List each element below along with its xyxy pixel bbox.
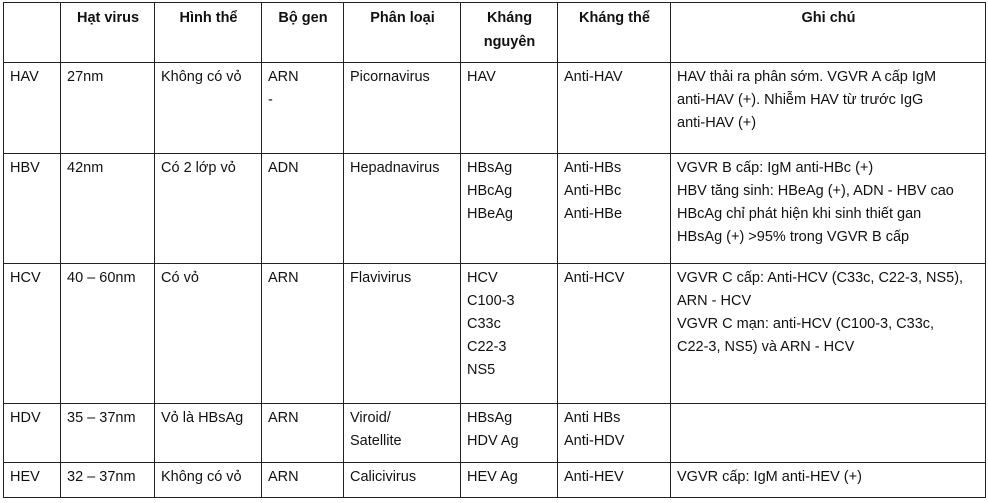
header-cell-genome: Bộ gen: [261, 2, 344, 63]
antigen-line: HEV Ag: [467, 469, 518, 485]
classification-cell: Viroid/ Satellite: [343, 403, 461, 463]
genome-line: ARN: [268, 410, 299, 426]
header-cell-name: [3, 2, 61, 63]
notes-cell: VGVR B cấp: IgM anti-HBc (+) HBV tăng si…: [670, 153, 986, 264]
virus-name-cell: HBV: [3, 153, 61, 264]
antibody-cell: Anti-HBs Anti-HBc Anti-HBe: [557, 153, 671, 264]
classification-cell: Hepadnavirus: [343, 153, 461, 264]
antigen-cell: HAV: [460, 62, 558, 154]
classification-line: Viroid/: [350, 410, 391, 426]
header-cell-antigen: Kháng nguyên: [460, 2, 558, 63]
antigen-line: HDV Ag: [467, 433, 519, 449]
notes-cell: VGVR C cấp: Anti-HCV (C33c, C22-3, NS5),…: [670, 263, 986, 404]
classification-line: Hepadnavirus: [350, 160, 440, 176]
header-cell-classification: Phân loại: [343, 2, 461, 63]
antigen-line: NS5: [467, 362, 496, 378]
header-cell-shape: Hình thể: [154, 2, 262, 63]
note-line: VGVR C mạn: anti-HCV (C100-3, C33c,: [677, 316, 935, 332]
antigen-line: C100-3: [467, 293, 515, 309]
antigen-line: HBeAg: [467, 206, 513, 222]
note-line: anti-HAV (+): [677, 115, 757, 131]
table-row: HCV 40 – 60nm Có vỏ ARN Flavivirus HCV C…: [3, 263, 986, 404]
header-cell-notes: Ghi chú: [670, 2, 986, 63]
note-line: HAV thải ra phân sớm. VGVR A cấp IgM: [677, 69, 937, 85]
note-line: VGVR B cấp: IgM anti-HBc (+): [677, 160, 874, 176]
antigen-line: HBsAg: [467, 160, 513, 176]
classification-line: Calicivirus: [350, 469, 417, 485]
antigen-line: HBcAg: [467, 183, 513, 199]
shape-cell: Có vỏ: [154, 263, 262, 404]
table-row: HEV 32 – 37nm Không có vỏ ARN Caliciviru…: [3, 462, 986, 498]
hepatitis-virus-table: Hạt virus Hình thể Bộ gen Phân loại Khán…: [3, 2, 986, 498]
antigen-line: HAV: [467, 69, 496, 85]
antibody-line: Anti-HEV: [564, 469, 624, 485]
virus-name-cell: HAV: [3, 62, 61, 154]
note-line: HBcAg chỉ phát hiện khi sinh thiết gan: [677, 206, 922, 222]
classification-cell: Picornavirus: [343, 62, 461, 154]
antibody-cell: Anti-HAV: [557, 62, 671, 154]
particle-size-cell: 32 – 37nm: [60, 462, 155, 498]
particle-size-cell: 42nm: [60, 153, 155, 264]
genome-cell: ARN: [261, 462, 344, 498]
classification-line: Picornavirus: [350, 69, 430, 85]
antibody-line: Anti-HBc: [564, 183, 622, 199]
antibody-line: Anti-HCV: [564, 270, 625, 286]
virus-name-cell: HDV: [3, 403, 61, 463]
notes-cell: VGVR cấp: IgM anti-HEV (+): [670, 462, 986, 498]
genome-cell: ARN: [261, 403, 344, 463]
genome-line: ARN: [268, 69, 299, 85]
shape-cell: Có 2 lớp vỏ: [154, 153, 262, 264]
shape-cell: Không có vỏ: [154, 62, 262, 154]
virus-name-cell: HEV: [3, 462, 61, 498]
table-row: HBV 42nm Có 2 lớp vỏ ADN Hepadnavirus HB…: [3, 153, 986, 264]
antigen-line: C22-3: [467, 339, 507, 355]
antigen-cell: HCV C100-3 C33c C22-3 NS5: [460, 263, 558, 404]
note-line: C22-3, NS5) và ARN - HCV: [677, 339, 855, 355]
note-line: HBsAg (+) >95% trong VGVR B cấp: [677, 229, 910, 245]
antigen-cell: HBsAg HDV Ag: [460, 403, 558, 463]
header-cell-antibody: Kháng thể: [557, 2, 671, 63]
antigen-cell: HEV Ag: [460, 462, 558, 498]
antibody-line: Anti-HBe: [564, 206, 623, 222]
genome-cell: ARN: [261, 263, 344, 404]
antigen-cell: HBsAg HBcAg HBeAg: [460, 153, 558, 264]
genome-line: ARN: [268, 469, 299, 485]
antigen-line: C33c: [467, 316, 501, 332]
genome-line: ARN: [268, 270, 299, 286]
table-row: HAV 27nm Không có vỏ ARN - Picornavirus …: [3, 62, 986, 154]
antibody-cell: Anti-HCV: [557, 263, 671, 404]
note-line: HBV tăng sinh: HBeAg (+), ADN - HBV cao: [677, 183, 954, 199]
notes-cell: [670, 403, 986, 463]
note-line: VGVR C cấp: Anti-HCV (C33c, C22-3, NS5),: [677, 270, 964, 286]
classification-cell: Calicivirus: [343, 462, 461, 498]
classification-line: Flavivirus: [350, 270, 412, 286]
notes-cell: HAV thải ra phân sớm. VGVR A cấp IgM ant…: [670, 62, 986, 154]
antibody-line: Anti-HAV: [564, 69, 623, 85]
virus-name-cell: HCV: [3, 263, 61, 404]
antibody-line: Anti-HDV: [564, 433, 625, 449]
particle-size-cell: 27nm: [60, 62, 155, 154]
shape-cell: Vỏ là HBsAg: [154, 403, 262, 463]
shape-cell: Không có vỏ: [154, 462, 262, 498]
note-line: ARN - HCV: [677, 293, 752, 309]
antibody-line: Anti-HBs: [564, 160, 622, 176]
classification-cell: Flavivirus: [343, 263, 461, 404]
table-row: HDV 35 – 37nm Vỏ là HBsAg ARN Viroid/ Sa…: [3, 403, 986, 463]
antibody-cell: Anti-HEV: [557, 462, 671, 498]
antigen-line: HCV: [467, 270, 498, 286]
genome-cell: ARN -: [261, 62, 344, 154]
genome-cell: ADN: [261, 153, 344, 264]
particle-size-cell: 40 – 60nm: [60, 263, 155, 404]
header-cell-size: Hạt virus: [60, 2, 155, 63]
antigen-line: HBsAg: [467, 410, 513, 426]
genome-line: -: [268, 92, 273, 108]
classification-line: Satellite: [350, 433, 402, 449]
note-line: VGVR cấp: IgM anti-HEV (+): [677, 469, 862, 485]
header-row: Hạt virus Hình thể Bộ gen Phân loại Khán…: [3, 2, 986, 63]
antibody-cell: Anti HBs Anti-HDV: [557, 403, 671, 463]
antibody-line: Anti HBs: [564, 410, 621, 426]
particle-size-cell: 35 – 37nm: [60, 403, 155, 463]
note-line: anti-HAV (+). Nhiễm HAV từ trước IgG: [677, 92, 924, 108]
genome-line: ADN: [268, 160, 299, 176]
